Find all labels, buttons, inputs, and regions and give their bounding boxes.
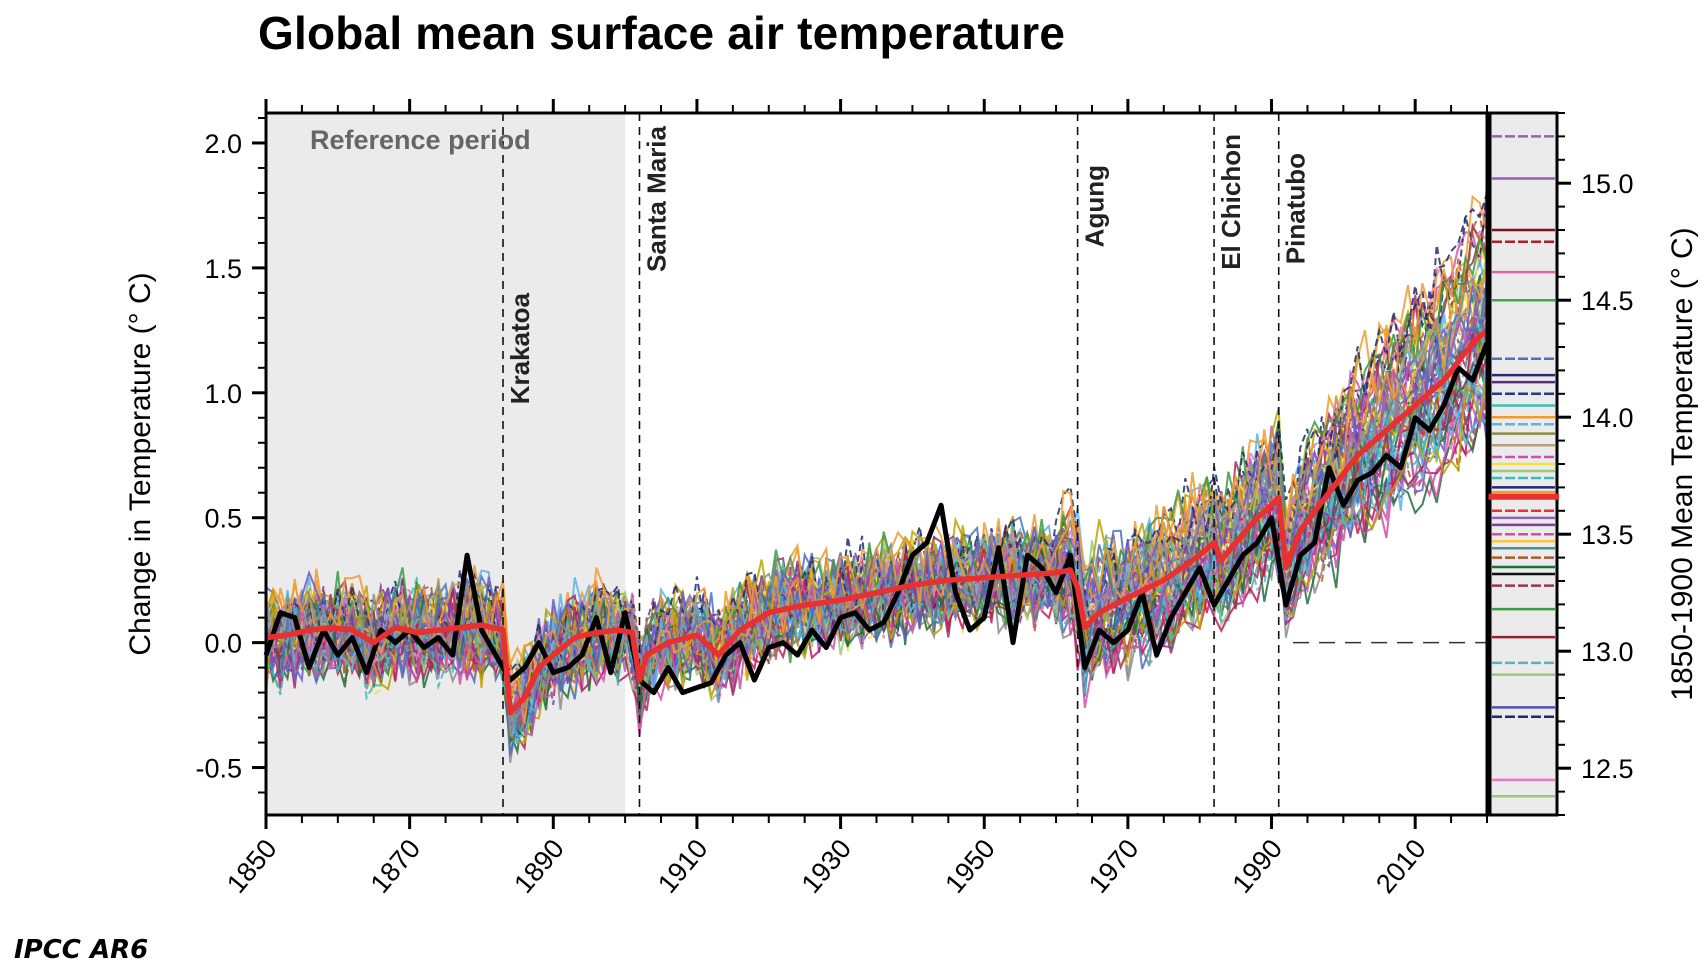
reference-period-shading — [266, 113, 626, 815]
axes — [252, 99, 1571, 829]
x-tick-label: 2010 — [1370, 834, 1432, 899]
y-tick-label: 1.5 — [204, 254, 242, 284]
y-tick-label: 0.5 — [204, 504, 242, 534]
ensemble-mean-line — [265, 328, 1489, 716]
x-tick-label: 1850 — [221, 834, 283, 899]
reference-period-label: Reference period — [310, 125, 531, 155]
x-tick-label: 1930 — [796, 834, 858, 899]
y-right-tick-label: 15.0 — [1581, 169, 1634, 199]
main-series — [263, 328, 1490, 716]
chart-title: Global mean surface air temperature — [258, 7, 1066, 59]
y-tick-label: 1.0 — [204, 379, 242, 409]
x-tick-label: 1910 — [652, 834, 714, 899]
volcano-label: Krakatoa — [505, 292, 535, 404]
x-tick-label: 1950 — [939, 834, 1001, 899]
volcano-markers — [502, 113, 1280, 815]
reference-period-band — [266, 113, 626, 815]
x-tick-label: 1970 — [1083, 834, 1145, 899]
y-tick-label: 0.0 — [204, 629, 242, 659]
x-tick-label: 1990 — [1227, 834, 1289, 899]
source-label: IPCC AR6 — [14, 935, 149, 965]
volcano-label: El Chichon — [1216, 134, 1246, 270]
y-right-tick-label: 14.5 — [1581, 286, 1634, 316]
y-right-tick-label: 13.0 — [1581, 637, 1634, 667]
y-right-tick-label: 12.5 — [1581, 754, 1634, 784]
y-tick-label: -0.5 — [195, 754, 242, 784]
y-right-tick-label: 13.5 — [1581, 520, 1634, 550]
y-right-axis-title: 1850-1900 Mean Temperature (° C) — [1666, 227, 1699, 700]
x-tick-label: 1870 — [365, 834, 427, 899]
observations-line — [263, 341, 1490, 696]
volcano-label: Santa Maria — [641, 125, 671, 271]
y-axis-title: Change in Temperature (° C) — [124, 272, 157, 655]
x-tick-label: 1890 — [508, 834, 570, 899]
y-right-tick-label: 14.0 — [1581, 403, 1634, 433]
volcano-label: Agung — [1080, 165, 1110, 247]
right-panel-baselines — [1486, 111, 1559, 817]
volcano-label: Pinatubo — [1281, 153, 1311, 264]
y-tick-label: 2.0 — [204, 129, 242, 159]
